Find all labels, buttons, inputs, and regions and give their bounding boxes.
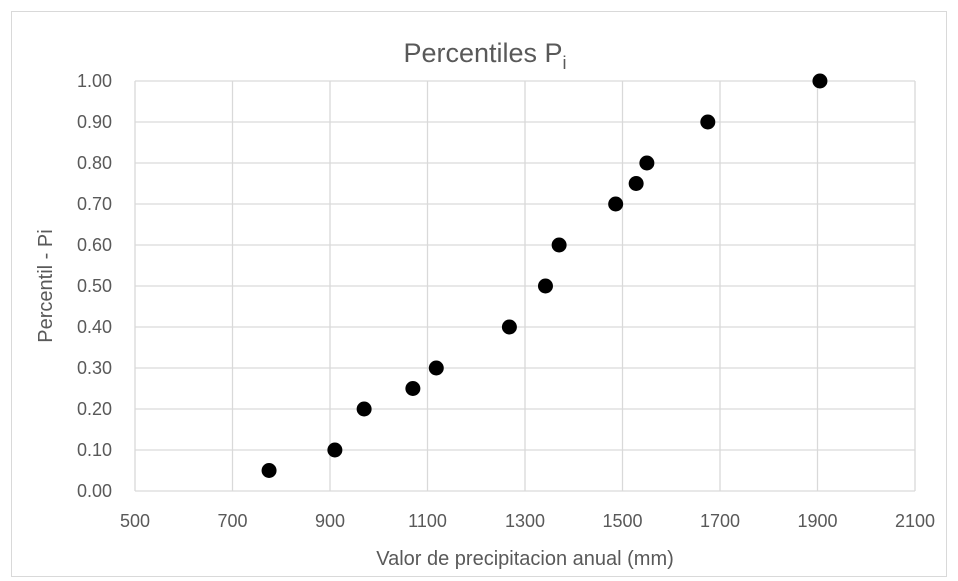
data-point	[551, 237, 567, 253]
x-tick-label: 700	[217, 511, 247, 531]
data-point	[537, 278, 553, 294]
data-point	[405, 381, 421, 396]
y-tick-label: 1.00	[77, 71, 112, 91]
data-point	[501, 319, 517, 335]
data-point	[812, 73, 828, 89]
x-tick-labels: 500 700 900 1100 1300 1500 1700 1900 2100	[120, 511, 935, 531]
data-points	[261, 73, 828, 478]
x-axis-label: Valor de precipitacion anual (mm)	[376, 548, 674, 570]
chart-area	[11, 11, 947, 577]
y-tick-label: 0.30	[77, 358, 112, 378]
x-tick-label: 1100	[408, 511, 447, 531]
data-point	[628, 176, 644, 191]
y-tick-label: 0.80	[77, 153, 112, 173]
y-axis-label: Percentil - Pi	[35, 229, 57, 342]
y-tick-label: 0.60	[77, 235, 112, 255]
x-tick-label: 900	[315, 511, 345, 531]
y-tick-label: 0.50	[77, 276, 112, 296]
y-tick-label: 0.10	[77, 440, 112, 460]
x-tick-label: 1700	[700, 511, 740, 531]
x-tick-label: 1900	[797, 511, 837, 531]
y-tick-label: 0.20	[77, 399, 112, 419]
y-tick-label: 0.40	[77, 317, 112, 337]
x-tick-label: 1300	[505, 511, 545, 531]
data-point	[700, 114, 716, 130]
chart-title-main: Percentiles P	[403, 38, 562, 68]
y-tick-label: 0.70	[77, 194, 112, 214]
y-tick-labels: 0.00 0.10 0.20 0.30 0.40 0.50 0.60 0.70 0.80 0.90…	[77, 71, 112, 501]
data-point	[608, 196, 624, 212]
chart-title: Percentiles Pi	[403, 38, 566, 73]
x-tick-label: 2100	[895, 511, 935, 531]
chart-title-subscript: i	[563, 53, 567, 73]
data-point	[261, 463, 277, 478]
horizontal-gridlines	[135, 80, 915, 492]
y-tick-label: 0.90	[77, 112, 112, 132]
x-tick-label: 1500	[602, 511, 642, 531]
y-tick-label: 0.00	[77, 481, 112, 501]
data-point	[639, 155, 655, 171]
data-point	[327, 442, 343, 458]
x-tick-label: 500	[120, 511, 150, 531]
data-point	[356, 401, 372, 417]
data-point	[428, 360, 444, 376]
